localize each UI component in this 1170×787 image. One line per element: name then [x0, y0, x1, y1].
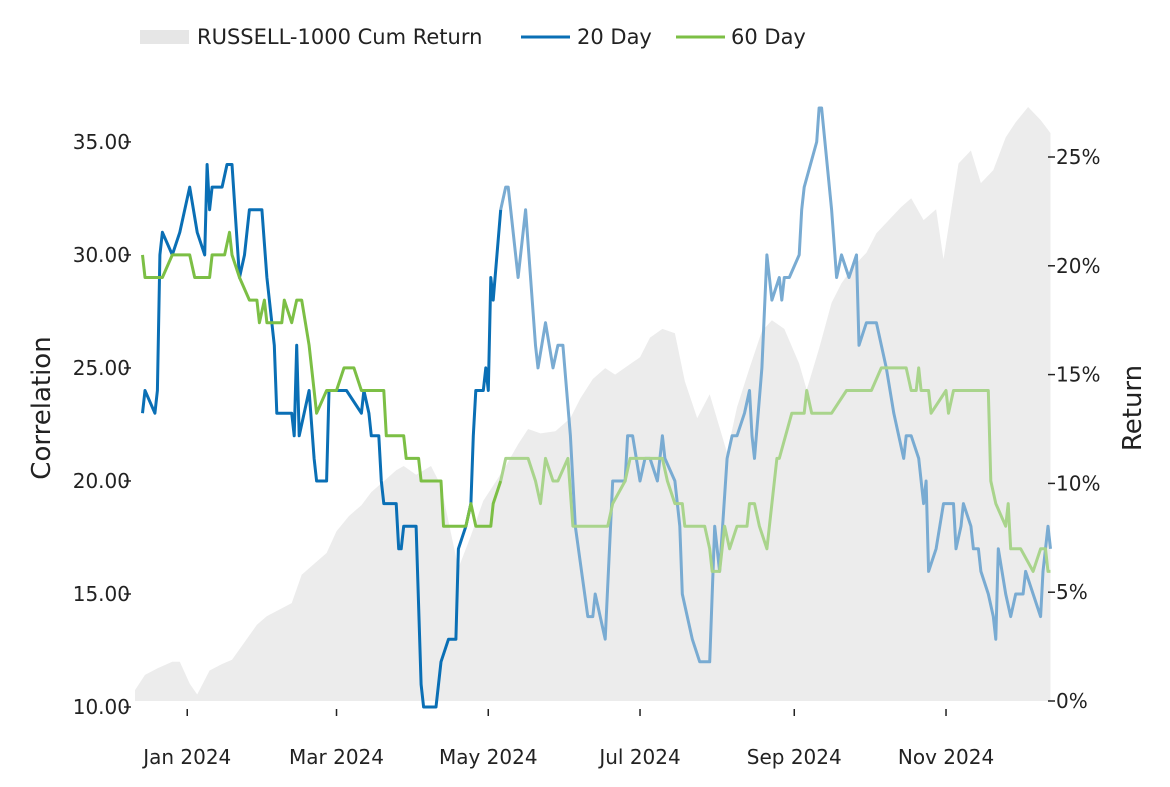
right-axis-ticks: 0% 5% 10% 15% 20% 25%	[1048, 145, 1100, 713]
x-tick-label: May 2024	[439, 745, 538, 769]
right-tick-label: 15%	[1056, 363, 1100, 387]
left-tick-label: 30.00	[73, 243, 130, 267]
legend: RUSSELL-1000 Cum Return 20 Day 60 Day	[140, 25, 806, 49]
series-line-20-day-later	[499, 106, 1052, 664]
correlation-lines-layer	[141, 106, 1052, 709]
left-tick-label: 15.00	[73, 582, 130, 606]
right-tick-label: 0%	[1056, 689, 1088, 713]
x-tick-label: Jan 2024	[141, 745, 231, 769]
series-line-60-day	[141, 230, 503, 528]
left-tick-label: 10.00	[73, 695, 130, 719]
right-tick-label: 10%	[1056, 471, 1100, 495]
right-tick-label: 20%	[1056, 254, 1100, 278]
left-axis-title: Correlation	[27, 336, 57, 479]
legend-swatch-cum-return	[140, 30, 189, 44]
right-tick-label: 5%	[1056, 580, 1088, 604]
series-line-60-day-later	[499, 366, 1051, 573]
legend-label-60-day: 60 Day	[731, 25, 806, 49]
cum-return-area-layer	[135, 107, 1051, 701]
left-tick-label: 35.00	[73, 130, 130, 154]
left-tick-label: 25.00	[73, 356, 130, 380]
series-line-20-day	[141, 163, 503, 709]
cum-return-area	[135, 107, 1051, 701]
right-tick-label: 25%	[1056, 145, 1100, 169]
legend-label-20-day: 20 Day	[577, 25, 652, 49]
x-tick-label: Mar 2024	[289, 745, 384, 769]
legend-label-cum-return: RUSSELL-1000 Cum Return	[197, 25, 482, 49]
right-axis-title: Return	[1118, 365, 1148, 451]
x-tick-label: Nov 2024	[898, 745, 994, 769]
x-tick-label: Jul 2024	[597, 745, 680, 769]
x-tick-label: Sep 2024	[747, 745, 842, 769]
left-tick-label: 20.00	[73, 469, 130, 493]
x-axis-ticks: Jan 2024 Mar 2024 May 2024 Jul 2024 Sep 2024…	[141, 709, 994, 769]
left-axis-ticks: 10.00 15.00 20.00 25.00 30.00 35.00	[73, 130, 131, 719]
